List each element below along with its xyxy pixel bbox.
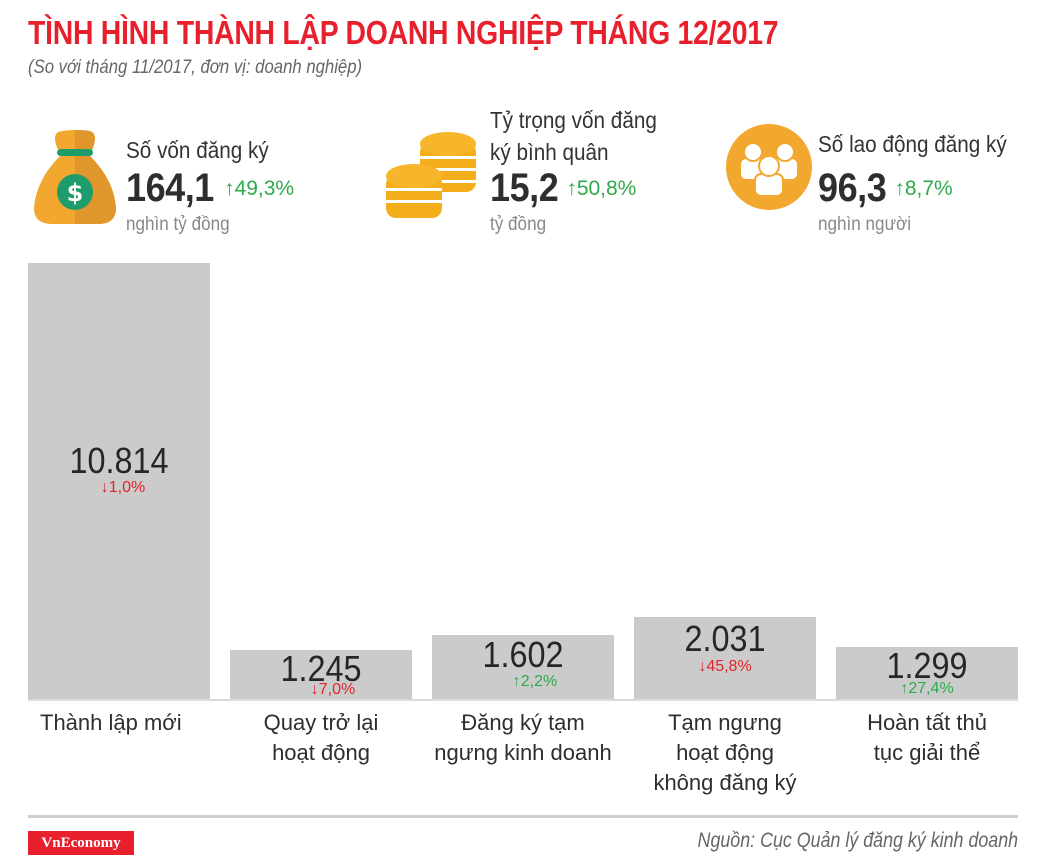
bar-unregistered-suspension: 2.031 ↓45,8% bbox=[634, 617, 816, 700]
kpi-registered-labor: Số lao động đăng ký 96,3 ↑8,7% nghìn ngư… bbox=[720, 100, 1040, 250]
footer-divider bbox=[28, 815, 1018, 818]
category-label-line: Đăng ký tạm bbox=[461, 710, 585, 735]
category-label-line: không đăng ký bbox=[653, 770, 797, 795]
bar-delta: ↓1,0% bbox=[100, 479, 146, 496]
kpi-value: 164,1 bbox=[126, 166, 214, 210]
category-label-line: Quay trở lại bbox=[263, 710, 379, 735]
source-note: Nguồn: Cục Quản lý đăng ký kinh doanh bbox=[697, 829, 1018, 852]
kpi-average-capital: Tỷ trọng vốn đăng ký bình quân 15,2 ↑50,… bbox=[380, 100, 700, 250]
category-label-line: Tạm ngưng bbox=[668, 710, 782, 735]
category-label: Quay trở lại hoạt động bbox=[226, 708, 416, 768]
page-title: TÌNH HÌNH THÀNH LẬP DOANH NGHIỆP THÁNG 1… bbox=[28, 14, 779, 51]
kpi-label: Số lao động đăng ký bbox=[818, 131, 1007, 157]
bar-returned-to-operation: 1.245 ↓7,0% bbox=[230, 650, 412, 700]
kpi-delta: ↑8,7% bbox=[894, 177, 953, 200]
category-label-line: tục giải thể bbox=[873, 740, 981, 765]
page-subtitle: (So với tháng 11/2017, đơn vị: doanh ngh… bbox=[28, 57, 363, 78]
bar-new-establishment: 10.814 ↓1,0% bbox=[28, 263, 210, 700]
category-label: Tạm ngưng hoạt động không đăng ký bbox=[630, 708, 820, 798]
category-label: Thành lập mới bbox=[40, 708, 230, 738]
category-label-line: Thành lập mới bbox=[40, 710, 182, 735]
bar-delta: ↓45,8% bbox=[698, 658, 752, 675]
kpi-value: 15,2 bbox=[490, 166, 559, 210]
category-label: Đăng ký tạm ngưng kinh doanh bbox=[428, 708, 618, 768]
bar-value: 1.602 bbox=[482, 634, 564, 675]
kpi-label-line-1: Tỷ trọng vốn đăng bbox=[490, 107, 657, 133]
bar-value: 1.245 bbox=[280, 648, 362, 689]
category-label-line: ngưng kinh doanh bbox=[434, 740, 612, 765]
bar-delta: ↑2,2% bbox=[512, 673, 558, 690]
kpi-delta: ↑50,8% bbox=[566, 177, 637, 200]
bar-completed-dissolution: 1.299 ↑27,4% bbox=[836, 647, 1018, 700]
kpi-delta: ↑49,3% bbox=[224, 177, 295, 200]
bar-value: 1.299 bbox=[886, 645, 968, 686]
bar-value: 2.031 bbox=[684, 618, 766, 659]
kpi-value-row: 15,2 ↑50,8% bbox=[490, 166, 636, 211]
bar-delta: ↓7,0% bbox=[310, 681, 356, 698]
kpi-unit: nghìn tỷ đồng bbox=[126, 214, 230, 235]
kpi-value-row: 164,1 ↑49,3% bbox=[126, 166, 294, 211]
category-label-line: Hoàn tất thủ bbox=[867, 710, 987, 735]
category-label: Hoàn tất thủ tục giải thể bbox=[832, 708, 1022, 768]
coins-stack-icon bbox=[386, 132, 476, 218]
svg-text:$: $ bbox=[67, 179, 84, 207]
vneconomy-logo: VnEconomy bbox=[28, 831, 134, 855]
bar-delta: ↑27,4% bbox=[900, 680, 954, 697]
kpi-registered-capital: $ Số vốn đăng ký 164,1 ↑49,3% nghìn tỷ đ… bbox=[28, 100, 358, 250]
kpi-label-line-2: ký bình quân bbox=[490, 139, 609, 165]
kpi-value: 96,3 bbox=[818, 166, 887, 210]
kpi-unit: tỷ đồng bbox=[490, 214, 547, 235]
money-bag-icon: $ bbox=[34, 130, 116, 224]
category-label-line: hoạt động bbox=[676, 740, 774, 765]
kpi-unit: nghìn người bbox=[818, 214, 912, 235]
category-label-line: hoạt động bbox=[272, 740, 370, 765]
chart-baseline bbox=[28, 699, 1018, 701]
kpi-value-row: 96,3 ↑8,7% bbox=[818, 166, 953, 211]
bar-registered-suspension: 1.602 ↑2,2% bbox=[432, 635, 614, 700]
kpi-label: Số vốn đăng ký bbox=[126, 137, 269, 163]
bar-value: 10.814 bbox=[69, 440, 169, 481]
people-group-icon bbox=[726, 124, 812, 210]
